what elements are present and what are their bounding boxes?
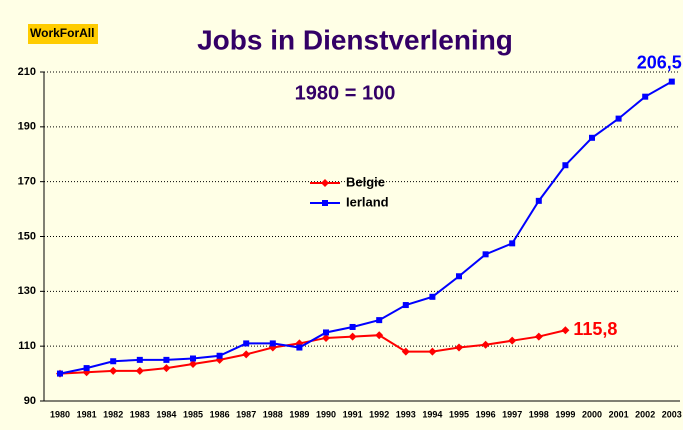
series-marker xyxy=(455,343,463,352)
x-tick-label: 1994 xyxy=(422,409,442,419)
legend-marker xyxy=(321,179,329,187)
chart-title: Jobs in Dienstverlening xyxy=(197,24,513,55)
y-tick-label: 190 xyxy=(18,121,36,133)
series-line xyxy=(59,80,673,375)
series-marker xyxy=(589,134,595,141)
series-marker xyxy=(136,356,143,363)
series-marker xyxy=(190,355,196,362)
y-tick-label: 130 xyxy=(18,285,36,297)
series-marker xyxy=(216,352,223,359)
series-marker xyxy=(481,340,490,349)
x-tick-label: 1983 xyxy=(130,409,150,419)
x-tick-label: 1988 xyxy=(263,409,283,419)
data-label: 115,8 xyxy=(573,319,617,339)
y-tick-label: 110 xyxy=(18,340,36,352)
series-marker xyxy=(243,340,250,347)
series-marker xyxy=(402,302,409,309)
legend-label: Belgie xyxy=(346,174,385,189)
series-marker xyxy=(456,273,462,280)
series-marker xyxy=(110,358,117,365)
series-marker xyxy=(429,293,436,300)
x-tick-label: 1990 xyxy=(316,409,336,419)
series-marker xyxy=(109,366,118,375)
series-marker xyxy=(348,332,357,341)
series-marker xyxy=(349,323,356,330)
series-marker xyxy=(562,162,569,169)
series-marker xyxy=(508,336,517,345)
x-tick-label: 1997 xyxy=(502,409,522,419)
series-marker xyxy=(615,115,622,122)
x-tick-label: 1993 xyxy=(396,409,416,419)
x-tick-label: 1986 xyxy=(210,409,230,419)
x-tick-label: 2001 xyxy=(609,409,629,419)
series-marker xyxy=(535,197,542,204)
series-line xyxy=(59,329,566,375)
series-marker xyxy=(375,331,384,340)
data-label: 206,5 xyxy=(637,52,682,72)
series-marker xyxy=(242,350,251,359)
series-marker xyxy=(428,347,437,356)
series-marker xyxy=(163,356,170,363)
y-tick-label: 150 xyxy=(18,230,36,242)
x-tick-label: 1996 xyxy=(476,409,496,419)
series-marker xyxy=(323,329,329,336)
x-tick-label: 1992 xyxy=(369,409,389,419)
x-tick-label: 1981 xyxy=(77,409,97,419)
series-marker xyxy=(534,332,543,341)
y-tick-label: 170 xyxy=(18,176,36,188)
x-tick-label: 1998 xyxy=(529,409,549,419)
logo-box xyxy=(28,24,98,44)
x-tick-label: 1991 xyxy=(343,409,363,419)
legend-marker xyxy=(322,200,328,206)
x-tick-label: 1985 xyxy=(183,409,203,419)
x-tick-label: 1989 xyxy=(289,409,309,419)
series-marker xyxy=(162,364,171,373)
series-marker xyxy=(376,317,383,324)
legend-label: Ierland xyxy=(346,194,389,209)
series-marker xyxy=(482,251,489,258)
series-marker xyxy=(269,340,276,347)
x-tick-label: 1987 xyxy=(236,409,256,419)
series-marker xyxy=(561,326,570,335)
x-tick-label: 1980 xyxy=(50,409,70,419)
y-tick-label: 210 xyxy=(18,66,36,78)
series-marker xyxy=(322,333,330,342)
annotation: 1980 = 100 xyxy=(295,82,396,104)
x-tick-label: 2003 xyxy=(662,409,682,419)
series-marker xyxy=(668,78,675,85)
x-tick-label: 1995 xyxy=(449,409,469,419)
x-tick-label: 1984 xyxy=(156,409,176,419)
x-tick-label: 2002 xyxy=(635,409,655,419)
series-marker xyxy=(509,240,516,247)
series-marker xyxy=(135,366,144,375)
series-marker xyxy=(401,347,410,356)
series-marker xyxy=(57,370,63,377)
series-marker xyxy=(296,344,303,351)
series-marker xyxy=(189,359,197,368)
y-tick-label: 90 xyxy=(24,395,36,407)
series-marker xyxy=(83,365,90,372)
series-marker xyxy=(642,93,649,100)
x-tick-label: 1999 xyxy=(555,409,575,419)
logo: WorkForAll xyxy=(30,26,94,40)
x-tick-label: 2000 xyxy=(582,409,602,419)
x-tick-label: 1982 xyxy=(103,409,123,419)
